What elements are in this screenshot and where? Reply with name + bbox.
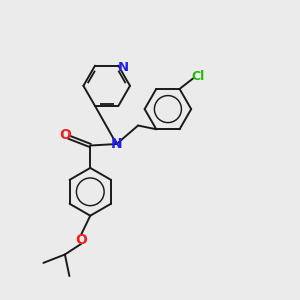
Text: O: O [59,128,71,142]
Text: N: N [118,61,129,74]
Text: N: N [111,137,122,151]
Text: O: O [75,232,87,247]
Text: Cl: Cl [191,70,205,83]
